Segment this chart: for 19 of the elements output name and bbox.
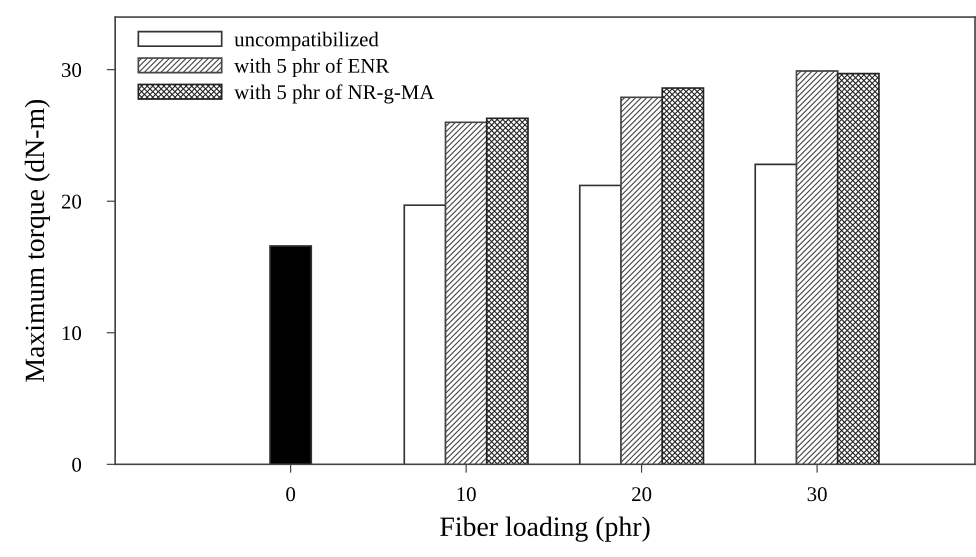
bar [486, 118, 529, 464]
x-tick-label: 30 [808, 487, 827, 502]
y-axis-title: Maximum torque (dN-m) [24, 100, 50, 382]
bar [754, 164, 798, 464]
legend-label: with 5 phr of ENR [234, 58, 390, 78]
bar [578, 184, 622, 464]
bar [661, 87, 704, 464]
bar [403, 204, 446, 464]
bar [836, 72, 880, 464]
legend-label: uncompatibilized [234, 32, 379, 51]
y-tick-label: 30 [62, 63, 82, 78]
y-tick-label: 20 [62, 194, 82, 209]
x-axis-title: Fiber loading (phr) [440, 516, 650, 542]
x-tick-label: 10 [458, 487, 476, 502]
legend-label: with 5 phr of NR-g-MA [234, 84, 434, 104]
y-tick-label: 10 [62, 326, 82, 340]
y-tick-label: 0 [72, 458, 82, 472]
x-tick-label: 0 [286, 487, 296, 502]
x-tick-label: 20 [632, 487, 652, 502]
